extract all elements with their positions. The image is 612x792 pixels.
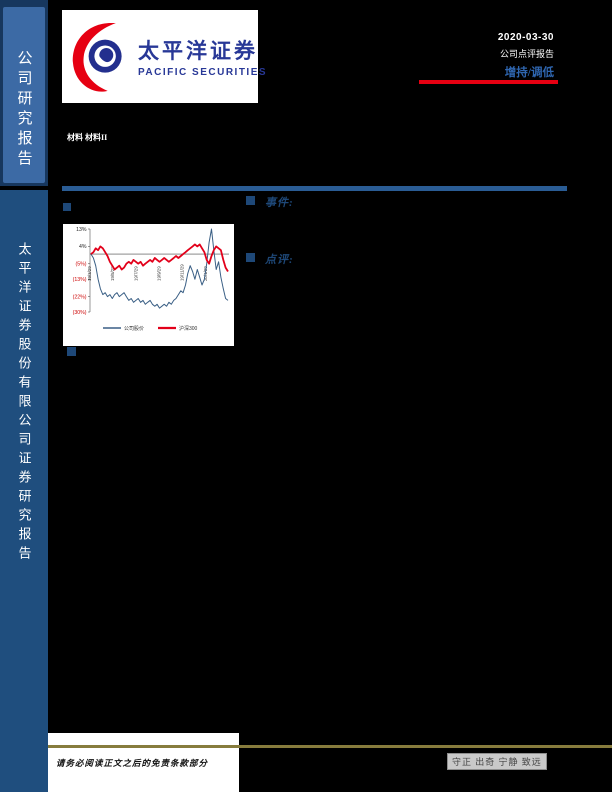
brand-name-block: 太平洋证券 PACIFIC SECURITIES (138, 35, 267, 78)
footer-disclaimer-box (48, 733, 239, 792)
brand-logo-box: 太平洋证券 PACIFIC SECURITIES (62, 10, 266, 103)
x-tick-label: 19/3/29 (87, 266, 92, 281)
header-meta: 2020-03-30 公司点评报告 增持/调低 (498, 32, 554, 80)
report-type: 公司点评报告 (499, 49, 554, 59)
x-tick-label: 19/7/29 (133, 266, 138, 281)
header-divider-bar (62, 186, 567, 191)
series-line-公司股价 (90, 228, 229, 309)
sidebar-bottom-block: 太平洋证券股份有限公司证券研究报告 (0, 190, 48, 792)
disclaimer-text: 请务必阅读正文之后的免责条款部分 (56, 758, 209, 768)
bullet-square-icon (246, 196, 255, 205)
y-tick-label: (13%) (73, 277, 87, 283)
pacific-securities-logo-icon (72, 22, 122, 92)
y-tick-label: (30%) (73, 310, 87, 316)
bullet-square-icon (63, 203, 71, 211)
stock-performance-chart-card: 13% 4% (5%) (13%) (22%) (30%) 19/3/29 19/5/29 19… (63, 224, 234, 346)
brand-name-cn: 太平洋证券 (138, 40, 258, 63)
series-line-沪深300 (90, 243, 229, 272)
footer-divider-line (48, 745, 612, 748)
legend-label: 公司股价 (124, 326, 144, 332)
brand-name-en: PACIFIC SECURITIES (138, 67, 268, 78)
comment-section-label: 点评: (265, 254, 294, 266)
company-research-label: 太平洋证券股份有限公司证券研究报告 (16, 242, 32, 565)
legend-label: 沪深300 (179, 325, 198, 332)
x-tick-label: 19/5/29 (110, 266, 115, 281)
report-category-box: 公司研究报告 (3, 7, 45, 183)
x-tick-label: 19/9/29 (157, 266, 162, 281)
rating-value: 增持/调低 (504, 67, 554, 79)
sidebar-top-block: 公司研究报告 (0, 0, 48, 186)
rating-underline (419, 80, 558, 84)
y-tick-label: 13% (76, 227, 87, 233)
y-tick-label: (5%) (76, 262, 87, 268)
x-tick-label: 19/11/29 (180, 264, 185, 281)
bullet-square-icon (246, 253, 255, 262)
y-tick-label: 4% (79, 244, 87, 250)
y-tick-label: (22%) (73, 294, 87, 300)
relative-performance-chart: 13% 4% (5%) (13%) (22%) (30%) 19/3/29 19/5/29 19… (73, 227, 229, 332)
report-category-label: 公司研究报告 (15, 50, 32, 170)
report-date: 2020-03-30 (497, 32, 554, 43)
event-section-label: 事件: (265, 197, 294, 209)
bullet-square-icon (67, 347, 76, 356)
industry-label: 材料 材料II (67, 133, 108, 142)
company-motto: 守正 出奇 宁静 致远 (447, 753, 547, 770)
